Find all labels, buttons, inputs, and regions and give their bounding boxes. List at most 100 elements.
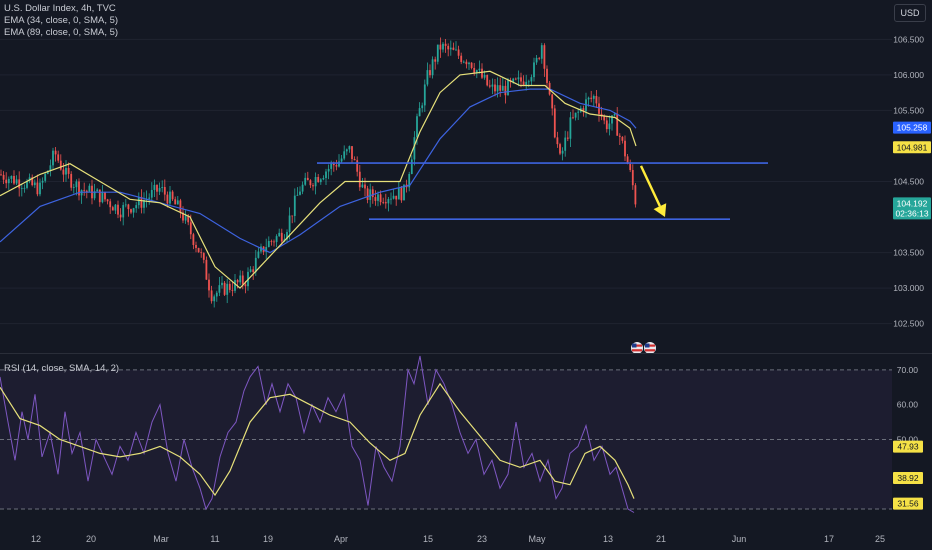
countdown-text: 02:36:13 (895, 208, 928, 218)
candle-body-243 (631, 170, 634, 186)
price-grid (0, 38, 892, 325)
time-tick-5: Apr (334, 534, 348, 544)
candle-body-98 (254, 257, 257, 273)
candle-body-233 (605, 120, 608, 130)
candle-body-186 (483, 74, 486, 78)
candle-body-22 (57, 154, 60, 161)
candle-body-135 (351, 146, 353, 160)
candle-body-127 (330, 163, 333, 169)
candle-body-204 (530, 77, 533, 82)
rsi-title[interactable]: RSI (14, close, SMA, 14, 2) (4, 363, 120, 374)
candle-body-39 (101, 192, 104, 203)
candle-body-122 (317, 177, 320, 183)
candle-body-34 (88, 185, 91, 192)
price-axis[interactable]: 106.500 106.000 105.500 104.500 103.500 103.0… (893, 34, 924, 444)
candle-body-112 (291, 215, 294, 217)
candle-body-76 (197, 247, 200, 253)
candle-body-169 (439, 44, 442, 50)
ema89-legend[interactable]: EMA (89, close, 0, SMA, 5) (4, 27, 119, 38)
candle-body-60 (156, 184, 158, 192)
candle-body-55 (143, 200, 145, 208)
candle-body-138 (358, 171, 361, 188)
candle-body-166 (431, 59, 434, 76)
candle-body-154 (400, 187, 403, 201)
candle-body-46 (119, 214, 122, 218)
us-flag-icon[interactable] (630, 341, 644, 355)
us-flag-icon[interactable] (643, 341, 657, 355)
time-tick-2: Mar (153, 534, 169, 544)
time-tick-12: 17 (824, 534, 834, 544)
candle-body-43 (111, 207, 114, 211)
candle-body-69 (179, 200, 182, 213)
rsi-legend: RSI (14, close, SMA, 14, 2) (4, 363, 119, 375)
candle-body-175 (455, 49, 457, 51)
candle-body-24 (62, 169, 65, 175)
candle-body-40 (104, 192, 106, 200)
event-icons[interactable] (630, 341, 657, 355)
candle-body-91 (236, 280, 239, 283)
candle-body-74 (192, 234, 195, 246)
candle-body-14 (36, 182, 39, 195)
candle-body-33 (85, 190, 88, 192)
candle-body-164 (426, 70, 429, 85)
time-tick-1: 20 (86, 534, 96, 544)
candle-body-71 (184, 215, 187, 221)
price-label-text-0: 105.258 (897, 123, 928, 133)
candle-body-28 (72, 187, 75, 188)
candle-body-94 (244, 284, 247, 287)
candle-body-221 (574, 112, 577, 118)
candle-body-52 (135, 205, 138, 209)
candle-body-212 (551, 94, 554, 109)
candle-body-132 (343, 151, 346, 159)
candle-body-37 (96, 189, 99, 192)
candle-body-106 (275, 236, 278, 243)
candle-body-89 (231, 289, 234, 291)
candle-body-125 (325, 171, 327, 179)
candle-body-73 (189, 222, 192, 235)
rsi-label-0 (893, 440, 923, 453)
candle-body-163 (423, 84, 426, 106)
candle-body-136 (353, 159, 356, 161)
candle-body-48 (124, 204, 127, 206)
candle-body-107 (278, 232, 281, 237)
candle-body-185 (481, 68, 483, 78)
candle-body-144 (374, 197, 377, 201)
candle-body-155 (403, 184, 405, 201)
candle-body-61 (158, 188, 161, 192)
price-tick-6: 102.500 (893, 319, 924, 329)
candle-body-110 (286, 232, 288, 240)
candle-body-195 (507, 80, 509, 96)
horizontal-lines[interactable] (317, 162, 768, 220)
candle-body-100 (260, 246, 262, 252)
candle-body-118 (306, 177, 309, 181)
price-label-text-2: 104.192 (897, 198, 928, 208)
candle-body-83 (215, 292, 218, 297)
candle-body-105 (273, 241, 275, 243)
candle-body-113 (293, 195, 296, 216)
candle-body-4 (10, 175, 13, 179)
candle-body-237 (616, 113, 619, 136)
candle-body-57 (148, 197, 151, 199)
candle-body-15 (39, 182, 41, 195)
rsi-label-1 (893, 472, 923, 485)
price-tick-2: 105.500 (893, 105, 924, 115)
candle-body-239 (621, 136, 624, 141)
candle-body-126 (327, 168, 330, 172)
currency-button[interactable]: USD (894, 4, 926, 22)
trend-arrow[interactable] (639, 165, 667, 218)
candle-body-59 (153, 184, 156, 190)
candle-body-103 (267, 240, 270, 248)
candle-body-160 (416, 116, 418, 138)
rsi-tick-0: 70.00 (897, 365, 919, 375)
time-axis[interactable]: 12 20 Mar 11 19 Apr 15 23 May 13 21 Jun 17 25 (31, 534, 885, 544)
ema34-legend[interactable]: EMA (34, close, 0, SMA, 5) (4, 15, 119, 26)
symbol-title[interactable]: U.S. Dollar Index, 4h, TVC (4, 3, 116, 14)
price-tick-4: 103.500 (893, 248, 924, 258)
time-tick-0: 12 (31, 534, 41, 544)
candle-body-226 (587, 97, 590, 100)
candle-body-20 (52, 150, 54, 166)
price-tick-5: 103.000 (893, 283, 924, 293)
candle-body-120 (312, 185, 314, 187)
